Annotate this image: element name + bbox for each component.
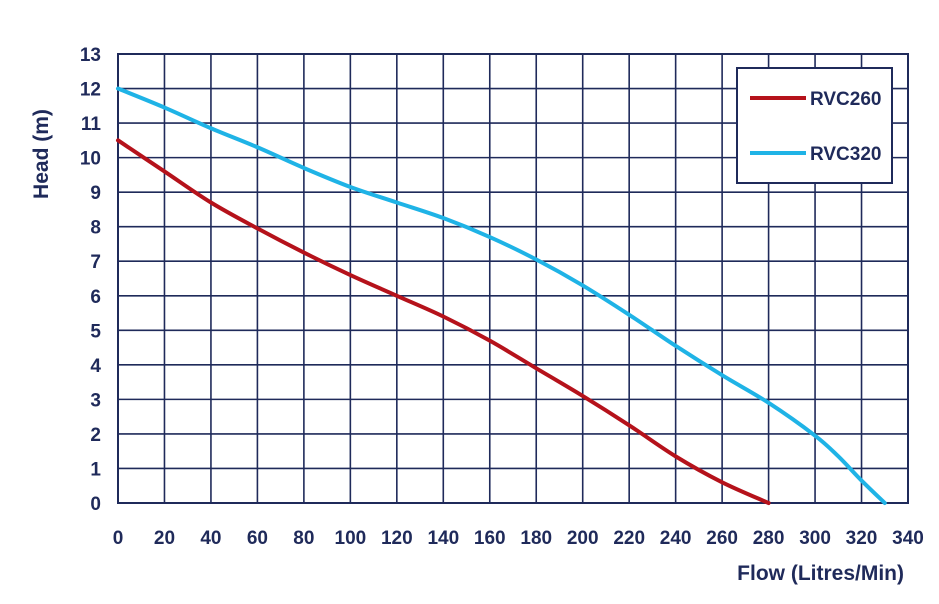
x-tick-label: 40 [200, 528, 221, 549]
x-tick-label: 160 [474, 528, 506, 549]
y-tick-label: 2 [90, 425, 101, 446]
x-axis-label: Flow (Litres/Min) [737, 562, 904, 585]
y-tick-label: 13 [80, 45, 101, 66]
x-tick-label: 140 [427, 528, 459, 549]
x-tick-label: 180 [520, 528, 552, 549]
x-tick-label: 60 [247, 528, 268, 549]
x-tick-label: 320 [846, 528, 878, 549]
y-tick-label: 11 [81, 114, 102, 135]
y-tick-label: 4 [90, 356, 101, 377]
x-tick-label: 120 [381, 528, 413, 549]
y-tick-label: 3 [90, 390, 101, 411]
legend-label-rvc260: RVC260 [810, 89, 881, 110]
y-tick-label: 6 [90, 287, 101, 308]
series-line-rvc320 [116, 86, 887, 505]
legend-label-rvc320: RVC320 [810, 144, 881, 165]
legend: RVC260 RVC320 [736, 67, 893, 184]
x-tick-label: 240 [660, 528, 692, 549]
y-tick-label: 0 [90, 494, 101, 515]
y-tick-label: 7 [90, 252, 101, 273]
x-tick-label: 100 [335, 528, 367, 549]
y-tick-label: 1 [90, 459, 101, 480]
y-tick-label: 9 [90, 183, 101, 204]
x-tick-label: 260 [706, 528, 738, 549]
x-tick-label: 220 [613, 528, 645, 549]
series-layer [116, 86, 887, 505]
x-tick-label: 200 [567, 528, 599, 549]
x-tick-label: 300 [799, 528, 831, 549]
plot-frame [117, 53, 909, 504]
y-tick-label: 12 [80, 80, 101, 101]
y-axis-label: Head (m) [30, 109, 53, 199]
x-tick-label: 20 [154, 528, 175, 549]
x-tick-label: 340 [892, 528, 924, 549]
x-tick-labels: 0 20 40 60 80 100 120 140 160 180 200 220 240 260 280 3… [113, 528, 924, 549]
y-tick-label: 10 [80, 149, 101, 170]
series-line-rvc260 [116, 138, 771, 505]
x-tick-label: 280 [753, 528, 785, 549]
legend-box [736, 67, 893, 184]
y-tick-label: 5 [90, 321, 101, 342]
y-tick-label: 8 [90, 218, 101, 239]
x-tick-label: 0 [113, 528, 124, 549]
x-tick-label: 80 [293, 528, 314, 549]
